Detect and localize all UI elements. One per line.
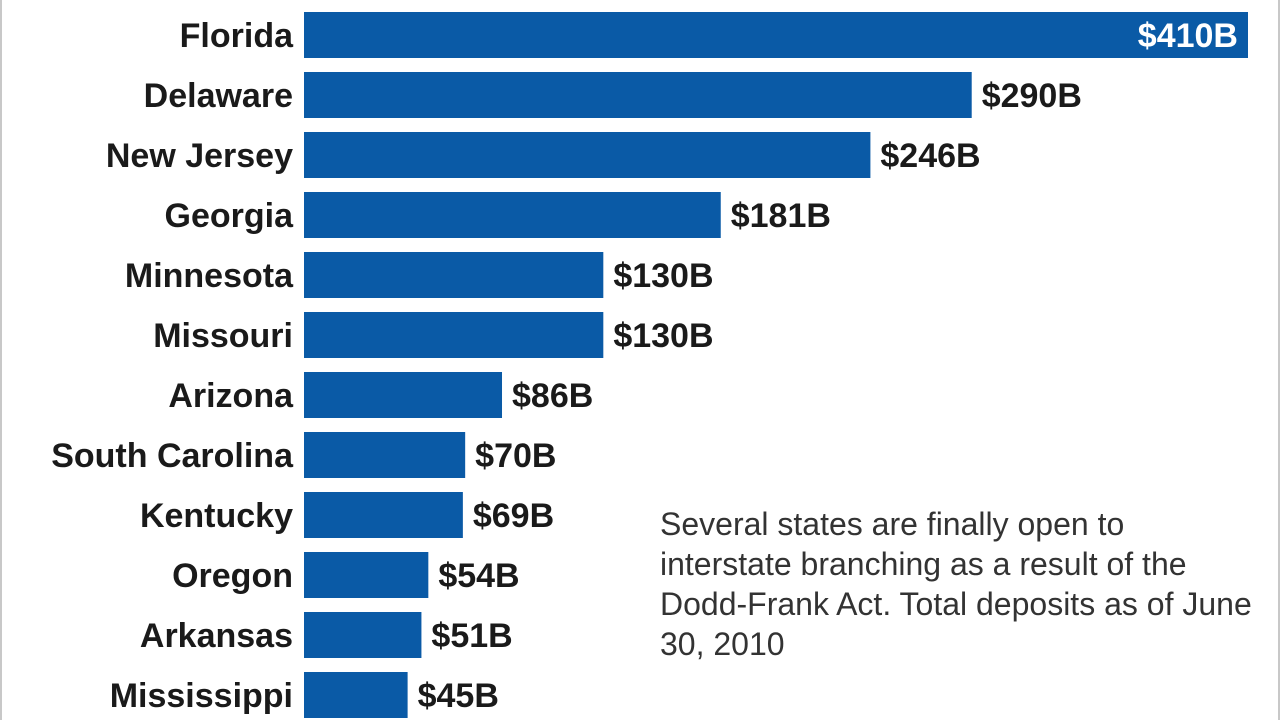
bar xyxy=(304,432,466,478)
category-labels: Florida Delaware New Jersey Georgia Minnesot… xyxy=(51,17,294,715)
chart-annotation: Several states are finally open to inter… xyxy=(660,506,1252,662)
category-label: Missouri xyxy=(153,317,293,355)
value-label: $70B xyxy=(475,437,556,475)
bar xyxy=(304,312,604,358)
bar xyxy=(304,192,721,238)
category-label: Arizona xyxy=(168,377,294,415)
value-label: $86B xyxy=(512,377,593,415)
category-label: Oregon xyxy=(172,557,293,595)
value-label: $246B xyxy=(880,137,980,175)
category-label: Florida xyxy=(180,17,294,55)
bars xyxy=(304,12,1248,718)
value-labels: $410B $290B$246B $181B $130B $130B $86B $70B $6… xyxy=(418,17,1238,715)
category-label: Mississippi xyxy=(110,677,293,715)
value-label: $181B xyxy=(731,197,831,235)
category-label: South Carolina xyxy=(51,437,294,475)
value-label: $45B xyxy=(418,677,499,715)
value-label: $69B xyxy=(473,497,554,535)
category-label: Minnesota xyxy=(125,257,294,295)
value-label: $51B xyxy=(431,617,512,655)
bar xyxy=(304,132,871,178)
bar xyxy=(304,552,429,598)
bar xyxy=(304,12,1248,58)
value-label: $54B xyxy=(438,557,519,595)
bar xyxy=(304,612,422,658)
bar xyxy=(304,372,503,418)
frame-border-right xyxy=(1278,0,1280,720)
value-label: $290B xyxy=(982,77,1082,115)
bar xyxy=(304,252,604,298)
value-label: $130B xyxy=(613,257,713,295)
value-label: $410B xyxy=(1138,17,1238,55)
bar xyxy=(304,72,972,118)
category-label: New Jersey xyxy=(106,137,293,175)
frame-border-left xyxy=(0,0,2,720)
category-label: Georgia xyxy=(165,197,295,235)
value-label: $130B xyxy=(613,317,713,355)
bar xyxy=(304,492,463,538)
category-label: Kentucky xyxy=(140,497,293,535)
bar xyxy=(304,672,408,718)
category-label: Arkansas xyxy=(140,617,293,655)
category-label: Delaware xyxy=(144,77,293,115)
